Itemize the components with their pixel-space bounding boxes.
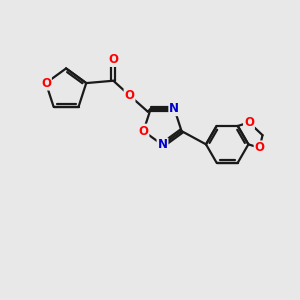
Text: O: O <box>244 116 254 129</box>
Text: N: N <box>158 138 167 152</box>
Text: O: O <box>139 124 148 138</box>
Text: O: O <box>108 53 118 66</box>
Text: O: O <box>124 89 134 102</box>
Text: O: O <box>255 141 265 154</box>
Text: O: O <box>41 76 51 90</box>
Text: N: N <box>169 102 179 115</box>
